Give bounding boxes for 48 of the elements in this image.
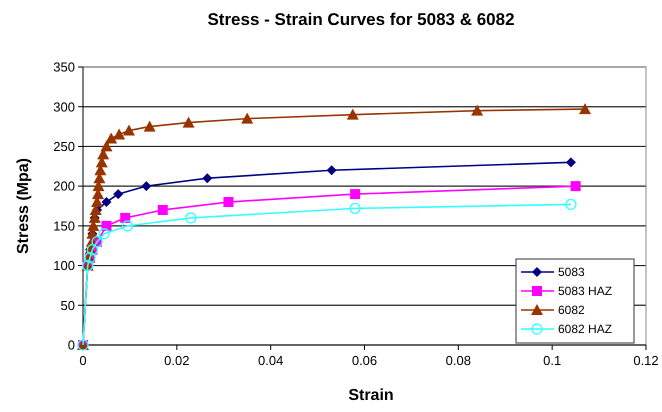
x-tick-label: 0.04 bbox=[258, 353, 284, 368]
x-tick-label: 0.02 bbox=[164, 353, 190, 368]
x-tick-label: 0.12 bbox=[633, 353, 659, 368]
point bbox=[98, 228, 110, 240]
y-tick-label: 0 bbox=[68, 338, 75, 353]
y-tick-label: 250 bbox=[53, 138, 75, 154]
y-axis-title: Stress (Mpa) bbox=[15, 158, 32, 254]
x-tick-label: 0 bbox=[79, 353, 87, 368]
point bbox=[113, 189, 124, 200]
point bbox=[349, 202, 361, 214]
point bbox=[570, 181, 581, 192]
y-tick-label: 150 bbox=[53, 218, 75, 234]
y-tick-label: 300 bbox=[53, 99, 75, 114]
y-tick-label: 200 bbox=[53, 178, 75, 194]
legend-label: 5083 bbox=[558, 265, 586, 280]
point bbox=[122, 220, 134, 232]
x-tick-label: 0.08 bbox=[446, 353, 471, 368]
point bbox=[122, 124, 135, 136]
point bbox=[350, 189, 360, 200]
y-tick-label: 50 bbox=[60, 298, 75, 313]
legend-label: 5083 HAZ bbox=[558, 284, 612, 298]
legend-label: 6082 HAZ bbox=[558, 322, 612, 336]
point bbox=[579, 103, 592, 114]
point bbox=[241, 112, 254, 124]
x-axis-title: Strain bbox=[348, 387, 394, 404]
point bbox=[202, 173, 212, 184]
y-tick-label: 100 bbox=[53, 258, 75, 274]
point bbox=[100, 140, 112, 152]
point bbox=[182, 116, 195, 128]
chart-title: Stress - Strain Curves for 5083 & 6082 bbox=[207, 10, 515, 29]
point bbox=[326, 165, 337, 176]
point bbox=[141, 181, 152, 192]
point bbox=[120, 212, 130, 223]
point bbox=[223, 197, 234, 208]
y-tick-label: 350 bbox=[53, 60, 75, 75]
point bbox=[346, 108, 359, 120]
x-tick-label: 0.06 bbox=[352, 353, 378, 368]
point bbox=[471, 104, 484, 116]
point bbox=[565, 198, 577, 210]
point bbox=[185, 212, 197, 224]
point bbox=[105, 132, 118, 144]
legend-label: 6082 bbox=[558, 303, 586, 318]
point bbox=[101, 197, 112, 208]
point bbox=[144, 120, 156, 132]
point bbox=[158, 204, 168, 215]
x-tick-label: 0.1 bbox=[543, 353, 562, 368]
point bbox=[566, 157, 576, 168]
point bbox=[113, 128, 126, 140]
